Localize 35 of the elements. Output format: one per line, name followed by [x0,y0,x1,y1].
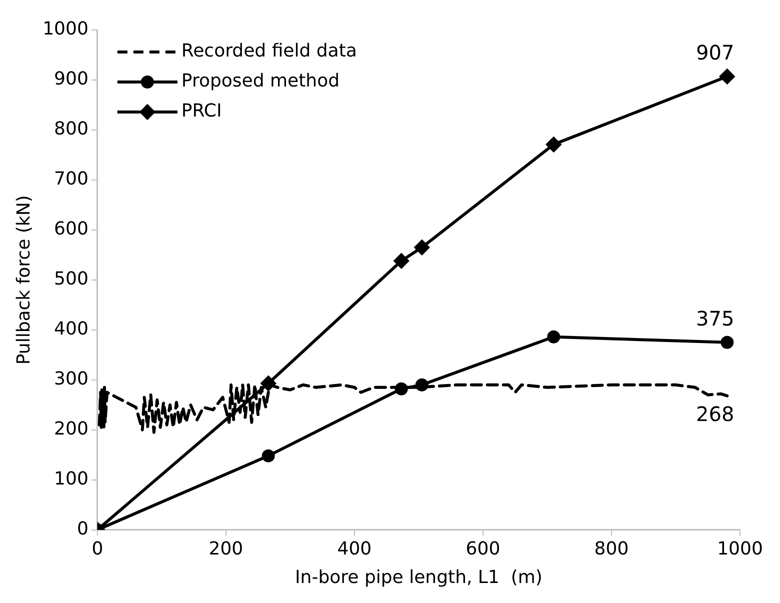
y-tick-label: 600 [54,218,88,240]
point [547,330,560,344]
legend-label: Proposed method [181,70,340,92]
point [720,336,734,349]
point [394,253,409,268]
data-label: 907 [696,40,734,65]
point [260,376,276,391]
x-tick-label: 1000 [717,538,763,560]
y-tick-label: 1000 [42,18,88,40]
y-tick-label: 400 [54,318,88,340]
point [414,240,430,255]
y-tick-label: 900 [54,68,88,90]
point [720,68,735,84]
y-tick-label: 200 [54,418,88,440]
x-tick-label: 0 [92,538,104,560]
point [394,382,408,396]
legend-label: Recorded field data [181,40,357,62]
x-tick-label: 200 [208,538,244,560]
y-tick-label: 100 [54,468,88,490]
point [415,378,428,392]
y-tick-label: 300 [54,368,88,390]
y-tick-label: 700 [54,168,88,190]
x-tick-label: 800 [594,538,629,560]
legend-label: PRCI [181,100,222,122]
point [262,449,275,462]
point [546,136,562,152]
y-axis-title: Pullback force (kN) [13,195,34,365]
y-tick-label: 0 [76,518,88,540]
data-label: 375 [696,306,734,331]
data-label: 268 [696,402,734,426]
x-tick-label: 400 [337,538,372,560]
y-tick-label: 500 [54,268,88,290]
x-axis-title: In-bore pipe length, L1 (m) [294,566,542,588]
x-tick-label: 600 [466,538,500,560]
y-tick-label: 800 [54,118,88,140]
